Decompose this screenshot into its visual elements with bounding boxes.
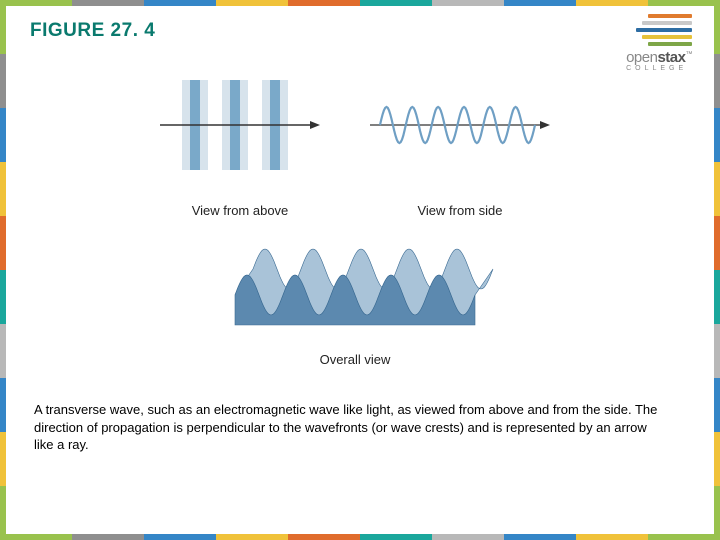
wave-3d-icon [215,240,495,340]
overall-view [130,240,580,340]
view-from-above [160,80,320,175]
figure-area: View from above View from side Overall v… [130,80,580,367]
sine-wave-icon [370,95,550,155]
figure-caption: A transverse wave, such as an electromag… [34,401,660,454]
border-bottom [0,534,720,540]
content-area: FIGURE 27. 4 View from above View from s… [30,20,690,520]
label-overall: Overall view [130,352,580,367]
label-view-side: View from side [370,203,550,218]
wavefronts-icon [160,80,320,170]
border-left [0,0,6,540]
figure-title: FIGURE 27. 4 [30,20,690,42]
border-right [714,0,720,540]
view-from-side [370,95,550,160]
border-top [0,0,720,6]
label-view-above: View from above [160,203,320,218]
